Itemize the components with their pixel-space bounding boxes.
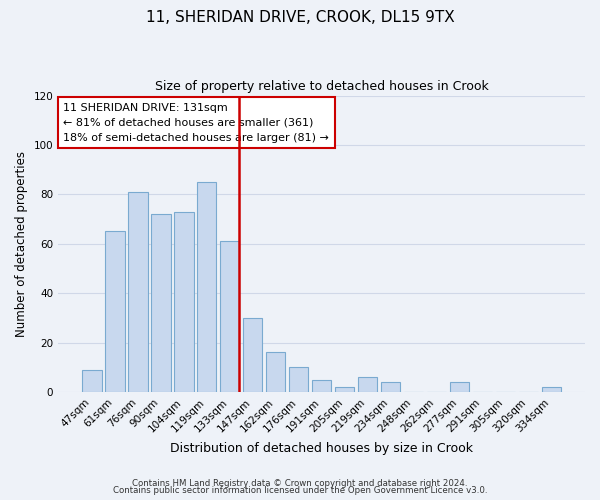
Bar [381,382,400,392]
Bar [335,387,355,392]
Bar [82,370,101,392]
Title: Size of property relative to detached houses in Crook: Size of property relative to detached ho… [155,80,488,93]
Bar [289,367,308,392]
Bar [312,380,331,392]
Bar [449,382,469,392]
Bar [105,232,125,392]
Text: 11, SHERIDAN DRIVE, CROOK, DL15 9TX: 11, SHERIDAN DRIVE, CROOK, DL15 9TX [146,10,454,25]
Y-axis label: Number of detached properties: Number of detached properties [15,151,28,337]
Bar [151,214,170,392]
Bar [542,387,561,392]
Bar [220,242,239,392]
Bar [174,212,194,392]
Text: Contains HM Land Registry data © Crown copyright and database right 2024.: Contains HM Land Registry data © Crown c… [132,478,468,488]
Bar [266,352,286,392]
Text: Contains public sector information licensed under the Open Government Licence v3: Contains public sector information licen… [113,486,487,495]
X-axis label: Distribution of detached houses by size in Crook: Distribution of detached houses by size … [170,442,473,455]
Bar [128,192,148,392]
Bar [243,318,262,392]
Text: 11 SHERIDAN DRIVE: 131sqm
← 81% of detached houses are smaller (361)
18% of semi: 11 SHERIDAN DRIVE: 131sqm ← 81% of detac… [64,103,329,142]
Bar [197,182,217,392]
Bar [358,377,377,392]
